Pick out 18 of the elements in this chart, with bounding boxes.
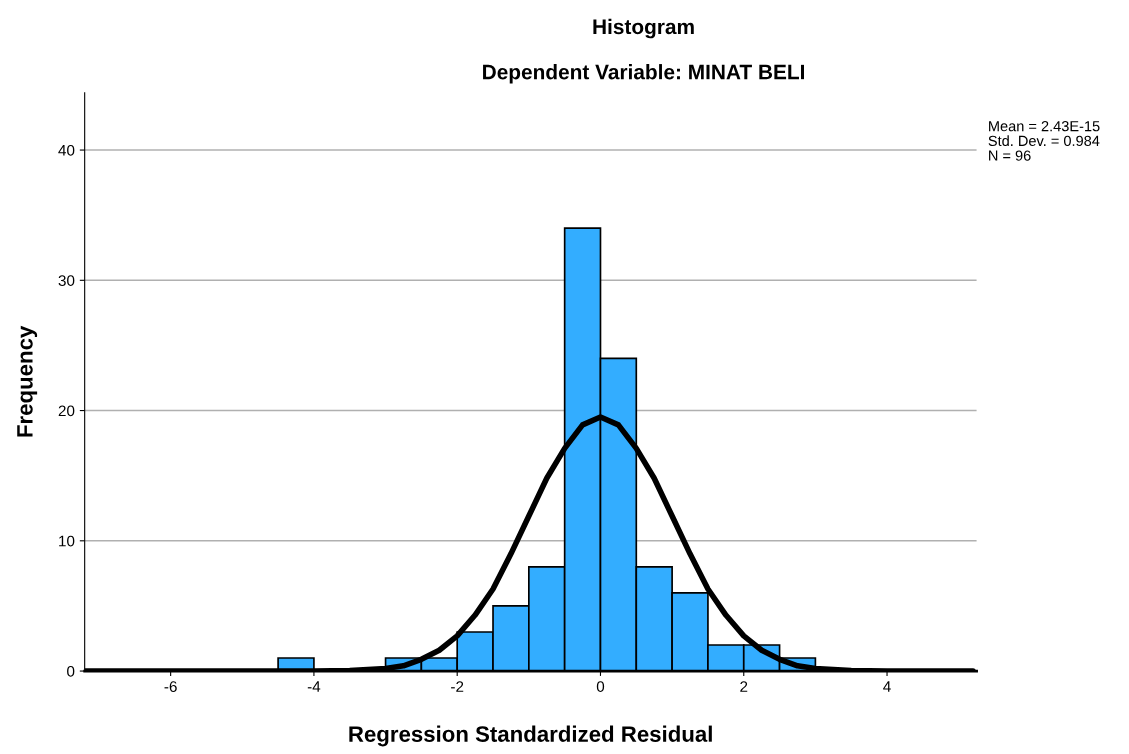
chart-title: Histogram [593,18,694,39]
x-tick-label: 4 [883,681,891,692]
x-tick-label: 0 [596,681,605,692]
x-tick-label: -6 [164,681,177,692]
y-tick-label: 30 [58,275,75,286]
chart-subtitle: Dependent Variable: MINAT BELI [483,64,805,84]
y-tick-label: 10 [59,535,75,547]
y-tick-label: 20 [58,405,75,417]
text: N = 96 [989,150,1031,161]
x-tick-label: -4 [307,681,321,692]
x-tick-label: -2 [451,681,464,692]
y-tick-label: 40 [58,144,75,156]
text: Std. Dev. = 0.984 [988,135,1100,147]
x-tick-label: 2 [740,681,748,692]
text: Mean = 2.43E-15 [989,121,1100,132]
x-axis-title: Regression Standardized Residual [349,725,712,747]
y-axis-title: Frequency [17,325,38,437]
y-tick-label: 0 [67,665,75,677]
